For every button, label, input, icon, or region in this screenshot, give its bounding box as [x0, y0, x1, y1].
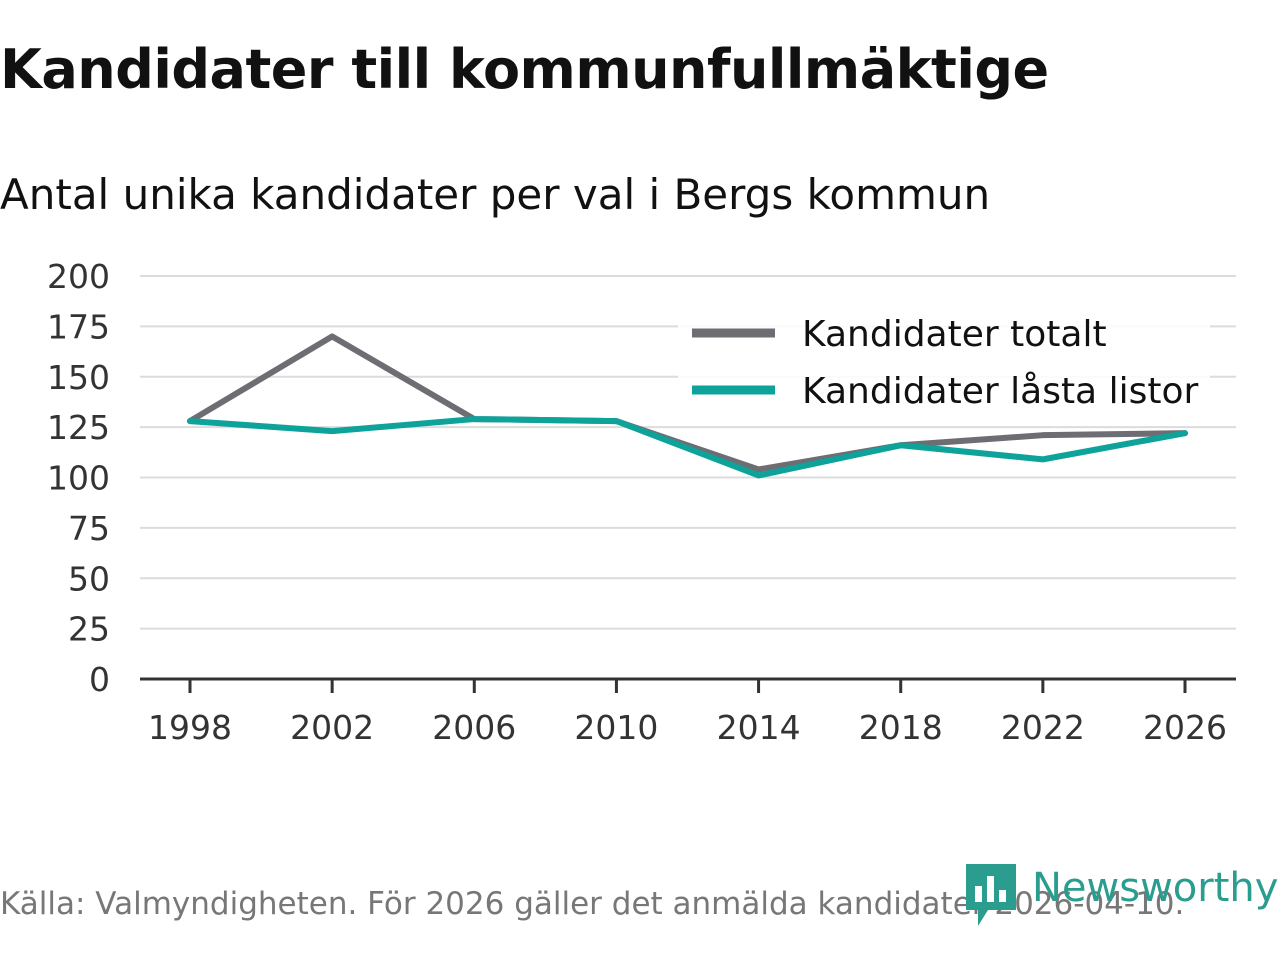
- y-tick-label: 0: [89, 660, 110, 699]
- x-tick-label: 2002: [290, 708, 374, 747]
- x-tick-label: 2006: [432, 708, 516, 747]
- newsworthy-logo-icon: [966, 864, 1016, 926]
- chart-subtitle: Antal unika kandidater per val i Bergs k…: [0, 170, 991, 219]
- newsworthy-logo-text: Newsworthy: [1032, 865, 1279, 911]
- y-tick-label: 100: [47, 459, 110, 498]
- legend-label: Kandidater låsta listor: [802, 371, 1198, 412]
- y-tick-label: 125: [47, 408, 110, 447]
- y-tick-label: 175: [47, 307, 110, 346]
- legend-background: [678, 308, 1210, 420]
- y-tick-label: 50: [68, 559, 110, 598]
- chart-title: Kandidater till kommunfullmäktige: [0, 38, 1049, 101]
- y-tick-label: 150: [47, 358, 110, 397]
- legend: Kandidater totalt Kandidater låsta listor: [678, 308, 1210, 420]
- x-tick-label: 1998: [148, 708, 232, 747]
- x-axis: 1998 2002 2006 2010 2014 2018 2022 2026: [140, 677, 1236, 747]
- series-lines: [187, 333, 1188, 479]
- y-tick-label: 75: [68, 509, 110, 548]
- y-axis-ticks: 0 25 50 75 100 125 150 175 200: [47, 257, 110, 699]
- x-tick-label: 2026: [1143, 708, 1227, 747]
- y-tick-label: 200: [47, 257, 110, 296]
- x-tick-label: 2018: [859, 708, 943, 747]
- legend-label: Kandidater totalt: [802, 314, 1107, 355]
- x-tick-label: 2010: [574, 708, 658, 747]
- y-tick-label: 25: [68, 610, 110, 649]
- x-tick-label: 2014: [717, 708, 801, 747]
- x-tick-label: 2022: [1001, 708, 1085, 747]
- series-line-kandidater-lasta-listor: [187, 416, 1188, 479]
- line-chart: 0 25 50 75 100 125 150 175 200 1998 2002 2006 2010 2…: [47, 257, 1236, 747]
- newsworthy-logo: Newsworthy: [966, 864, 1278, 926]
